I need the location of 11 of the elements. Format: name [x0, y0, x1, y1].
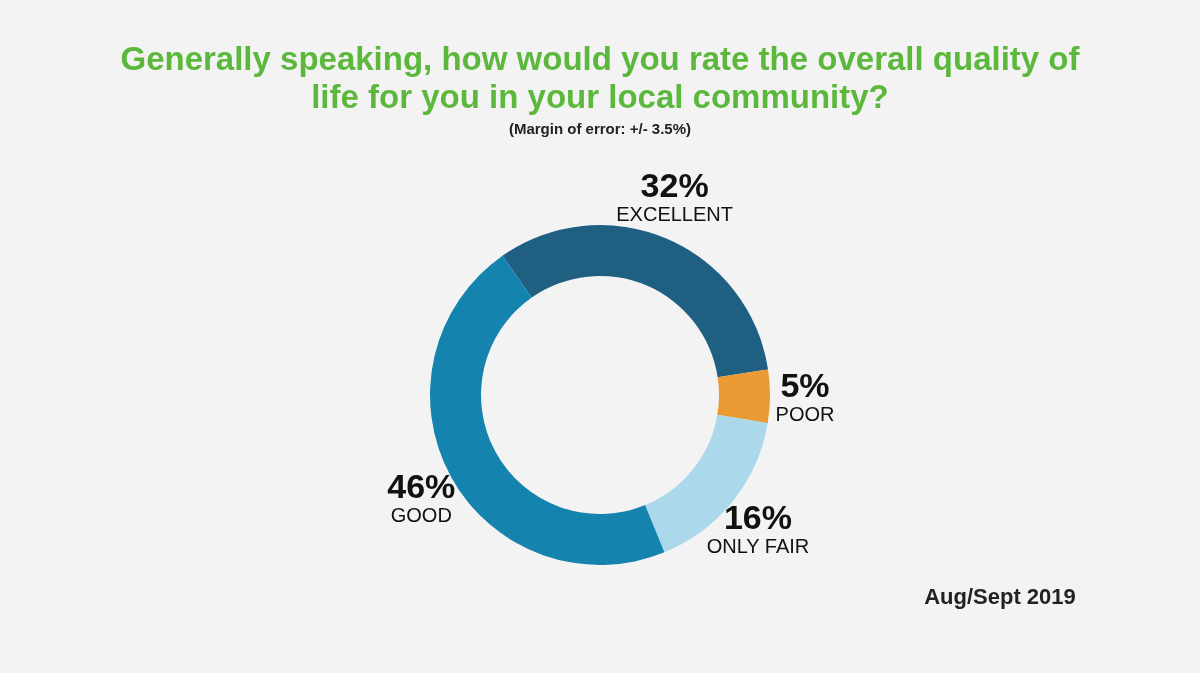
chart-title: Generally speaking, how would you rate the overall quality of life for you in your local community?	[119, 40, 1081, 116]
data-label: 46%	[387, 467, 456, 506]
data-label: 5%	[780, 365, 830, 404]
slice-label: ONLY FAIR	[706, 535, 810, 558]
slice-label: EXCELLENT	[616, 203, 733, 226]
chart-subtitle: (Margin of error: +/- 3.5%)	[507, 120, 693, 137]
text: Aug/Sept 2019	[923, 584, 1077, 609]
slice-label: GOOD	[390, 504, 452, 527]
data-label: 16%	[723, 498, 792, 537]
slice-label: POOR	[775, 402, 835, 425]
data-label: 32%	[640, 166, 709, 205]
